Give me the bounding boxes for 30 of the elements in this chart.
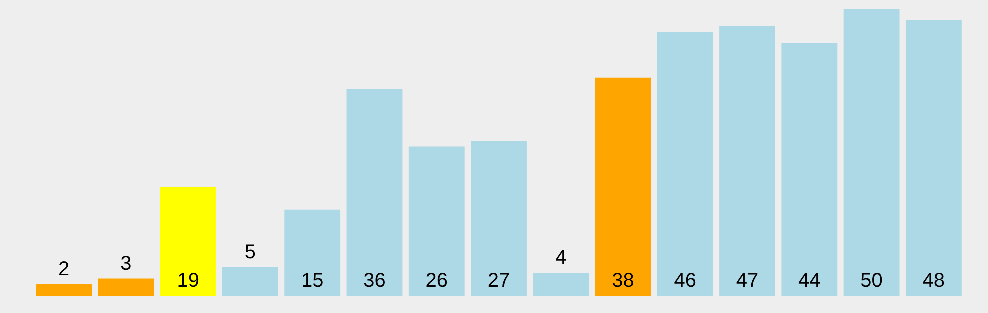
bar <box>36 284 92 296</box>
bar <box>595 78 652 296</box>
data-label: 47 <box>736 270 759 292</box>
data-label: 4 <box>556 247 567 270</box>
data-label: 38 <box>612 270 634 292</box>
data-label: 15 <box>301 270 324 292</box>
bar <box>98 278 154 296</box>
bar <box>720 26 776 296</box>
data-label: 26 <box>426 270 448 292</box>
data-label: 19 <box>177 270 200 292</box>
bar <box>284 210 341 296</box>
data-label: 46 <box>674 270 697 292</box>
bar <box>844 9 900 296</box>
data-label: 48 <box>922 270 946 292</box>
bar <box>346 89 403 296</box>
bar <box>222 267 278 296</box>
data-label: 44 <box>798 270 821 292</box>
data-label: 3 <box>120 252 132 275</box>
bar <box>160 186 216 296</box>
data-label: 5 <box>244 241 256 264</box>
bar <box>533 273 590 296</box>
bar <box>782 43 838 296</box>
bar <box>657 32 714 296</box>
data-label: 50 <box>860 270 883 292</box>
bar <box>906 20 962 296</box>
data-label: 2 <box>58 258 70 281</box>
bar <box>471 141 527 296</box>
data-label: 27 <box>488 270 510 292</box>
bar <box>408 146 465 296</box>
data-label: 36 <box>364 270 386 292</box>
